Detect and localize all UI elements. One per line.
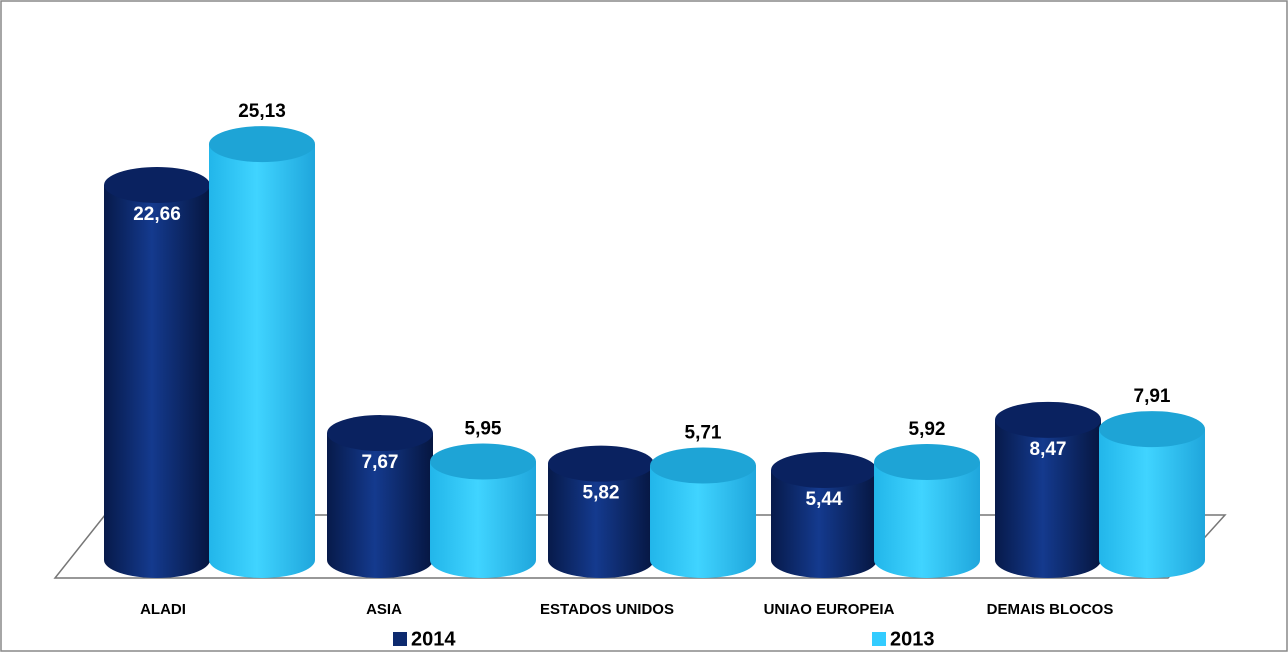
cylinder: [430, 461, 536, 578]
value-label: 7,91: [1134, 386, 1171, 407]
cylinder-top: [1099, 411, 1205, 448]
cylinder: [874, 462, 980, 578]
cylinder: [327, 433, 433, 578]
cylinder: [209, 144, 315, 578]
value-label: 25,13: [238, 101, 286, 122]
legend-label: 2013: [890, 628, 935, 650]
cylinder-top: [771, 451, 877, 488]
value-label: 5,95: [465, 419, 502, 440]
value-label: 7,67: [362, 452, 399, 473]
cylinder-top: [104, 166, 210, 203]
cylinder: [650, 465, 756, 578]
cylinder: [1099, 429, 1205, 578]
value-label: 5,71: [685, 423, 722, 444]
legend-label: 2014: [411, 628, 456, 650]
x-tick-label: ALADI: [140, 601, 186, 618]
x-tick-label: ASIA: [366, 601, 402, 618]
cylinder: [548, 463, 654, 578]
cylinder: [995, 419, 1101, 578]
legend-swatch: [393, 632, 407, 646]
legend-swatch: [872, 632, 886, 646]
cylinder-top: [650, 447, 756, 484]
cylinder-top: [874, 444, 980, 481]
cylinder: [104, 184, 210, 579]
value-label: 5,92: [909, 419, 946, 440]
value-label: 8,47: [1030, 439, 1067, 460]
value-label: 22,66: [133, 204, 181, 225]
cylinder-top: [548, 445, 654, 482]
x-tick-label: ESTADOS UNIDOS: [540, 601, 674, 618]
cylinder-top: [430, 443, 536, 480]
x-tick-label: UNIAO EUROPEIA: [764, 601, 895, 618]
cylinder-top: [209, 126, 315, 163]
cylinder-top: [327, 415, 433, 452]
value-label: 5,82: [583, 483, 620, 504]
cylinder-top: [995, 401, 1101, 438]
cylinder: [771, 469, 877, 578]
value-label: 5,44: [806, 489, 843, 510]
x-tick-label: DEMAIS BLOCOS: [987, 601, 1114, 618]
